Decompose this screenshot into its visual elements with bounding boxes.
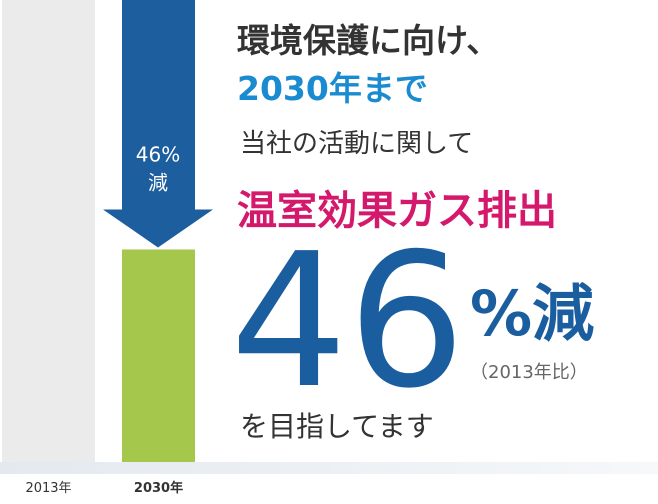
target: 温室効果ガス排出 xyxy=(237,188,557,234)
bar xyxy=(122,249,195,462)
big-unit: %減 xyxy=(470,277,594,350)
bar xyxy=(2,0,95,462)
headline: 環境保護に向け、 xyxy=(237,21,499,60)
x-tick-label: 2030年 xyxy=(134,480,183,496)
x-tick-label: 2013年 xyxy=(25,481,71,496)
reduction-arrow xyxy=(103,0,213,248)
subhead: 当社の活動に関して xyxy=(240,129,473,159)
floor xyxy=(0,462,658,474)
big-number: 46 xyxy=(230,213,465,429)
closing: を目指してます xyxy=(240,410,434,443)
arrow-label: 減 xyxy=(148,170,168,194)
baseline-note: （2013年比） xyxy=(470,362,588,383)
arrow-label: 46% xyxy=(136,142,180,166)
headline: 2030年まで xyxy=(237,69,428,108)
